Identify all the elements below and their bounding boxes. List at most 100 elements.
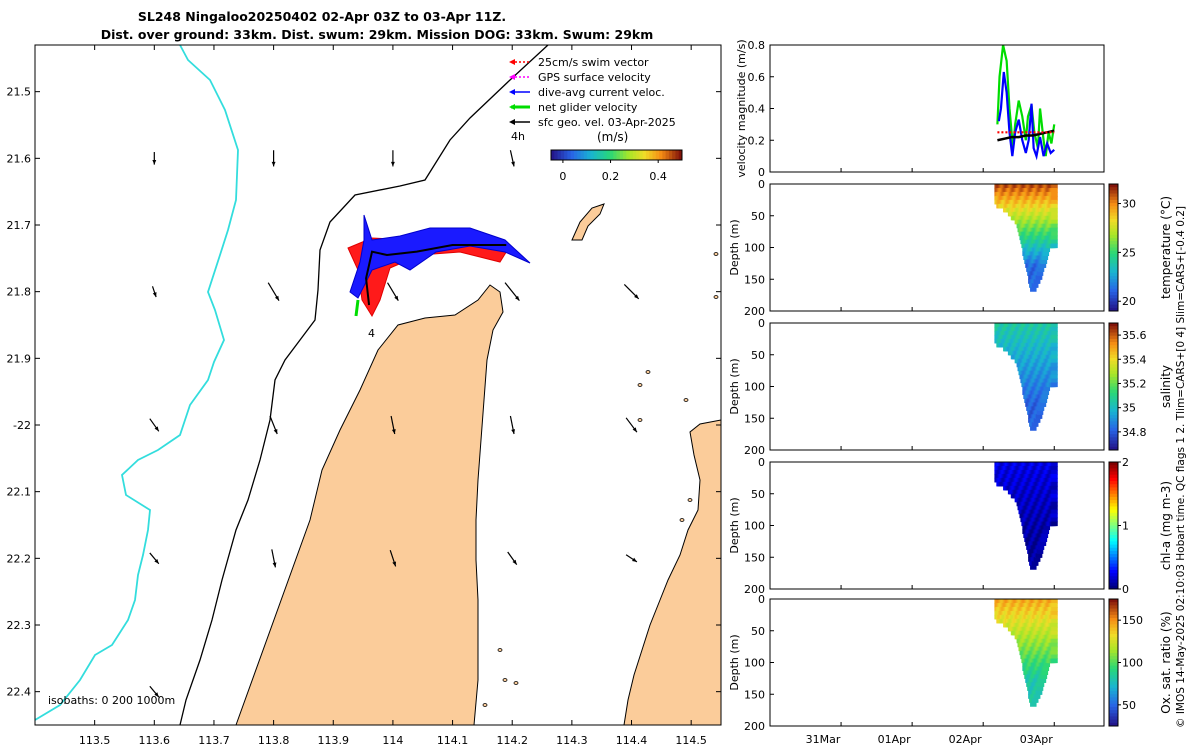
heatmap-cell (1051, 334, 1058, 340)
legend-entry: net glider velocity (509, 101, 638, 114)
geo-vector-arrow (149, 552, 160, 565)
heatmap-cell (1051, 485, 1058, 491)
heatmap-cell (1051, 231, 1058, 237)
heatmap-cell (1039, 263, 1047, 268)
colorbar-segment (580, 150, 585, 160)
colorbar-segment (606, 150, 611, 160)
geo-vector-arrow (509, 415, 516, 435)
panel-y-tick-label: 0 (758, 166, 765, 179)
colorbar-segment (678, 150, 683, 160)
map-land (235, 203, 722, 726)
heatmap-cell (1051, 650, 1058, 656)
heatmap-cell (1051, 366, 1058, 372)
map-x-tick-label: 114.3 (556, 734, 588, 747)
panel-3: 35.6 35.4 35.2 35 34.8 salinity 0 50 100 150 200 De… (728, 317, 1173, 457)
heatmap-cell (1051, 191, 1058, 197)
map-colorbar: 0 0.2 0.4 (550, 149, 683, 183)
panel-colorbar-segment (1109, 329, 1118, 334)
heatmap-cell (1051, 618, 1058, 624)
time-axis-label: 03Apr (1020, 733, 1054, 746)
panel-colorbar-segment (1109, 519, 1118, 523)
heatmap-cell (1041, 533, 1049, 539)
panel-colorbar-segment (1109, 241, 1118, 245)
panel-colorbar-segment (1109, 288, 1118, 293)
legend-entry: 25cm/s swim vector (509, 56, 649, 69)
colorbar-segment (603, 150, 608, 160)
heatmap-cell (1051, 382, 1058, 388)
panel-colorbar-segment (1109, 396, 1118, 400)
legend-arrowhead (509, 74, 515, 80)
geo-velocity-vectors (149, 150, 640, 698)
panel-colorbar-segment (1109, 684, 1118, 689)
colorbar-segment (629, 150, 634, 160)
panel-colorbar-segment (1109, 187, 1118, 191)
colorbar-segment (662, 150, 667, 160)
land-islet (679, 518, 685, 522)
panel-colorbar-segment (1109, 364, 1118, 368)
panel-colorbar-segment (1109, 222, 1118, 226)
geo-vector-arrow (271, 150, 276, 167)
glider-track (347, 214, 531, 318)
heatmap-cell (1051, 646, 1058, 652)
panel-background (770, 45, 1104, 172)
panel-colorbar-segment (1109, 212, 1118, 217)
panel-colorbar-segment (1109, 215, 1118, 220)
colorbar-segment (619, 150, 624, 160)
land-islet (683, 398, 689, 402)
heatmap-cell (1051, 462, 1058, 467)
legend-label: GPS surface velocity (538, 71, 651, 84)
colorbar-label: (m/s) (597, 130, 628, 144)
panel-colorbar-label: temperature (°C) (1159, 196, 1173, 299)
panel-y-tick-label: 0 (758, 593, 765, 606)
panel-y-tick-label: 0.8 (748, 39, 766, 52)
heatmap-cell (1031, 283, 1039, 288)
heatmap-cell (1033, 279, 1041, 284)
panel-y-tick-label: 150 (744, 412, 765, 425)
heatmap-cell (1051, 203, 1058, 209)
geo-vector-arrow (386, 282, 399, 301)
panel-colorbar-segment (1109, 199, 1118, 204)
panel-colorbar-segment (1109, 500, 1118, 504)
panel-colorbar-segment (1109, 298, 1118, 302)
heatmap-cell (1051, 358, 1058, 364)
map-y-tick-label: -22 (13, 419, 31, 432)
geo-vector-arrow (269, 415, 278, 435)
panel-y-tick-label: 50 (751, 349, 765, 362)
panel-colorbar-tick-label: 2 (1122, 456, 1129, 469)
heatmap-cell (1030, 702, 1037, 707)
panel-colorbar-segment (1109, 614, 1118, 619)
colorbar-segment (567, 150, 572, 160)
heatmap-cell (1051, 215, 1058, 221)
colorbar-segment (616, 150, 621, 160)
panel-colorbar-segment (1109, 279, 1118, 283)
heatmap-cell (1051, 642, 1058, 648)
land-islet (513, 681, 519, 685)
panel-colorbar-segment (1109, 582, 1118, 587)
panel-colorbar-segment (1109, 351, 1118, 356)
panel-colorbar-segment (1109, 710, 1118, 714)
geo-vector-arrow (152, 152, 157, 165)
panel-colorbar-segment (1109, 203, 1118, 207)
heatmap-cell (1030, 565, 1037, 570)
panel-colorbar-segment (1109, 541, 1118, 546)
panel-colorbar-frame (1108, 322, 1119, 451)
panel-colorbar-tick-label: 0 (1122, 583, 1129, 596)
panel-colorbar-segment (1109, 418, 1118, 422)
panel-y-tick-label: 100 (744, 657, 765, 670)
panel-colorbar-segment (1109, 557, 1118, 561)
panel-colorbar-segment (1109, 490, 1118, 495)
panel-colorbar-segment (1109, 579, 1118, 584)
land-islet (497, 648, 503, 652)
panel-colorbar-segment (1109, 643, 1118, 648)
panel-y-tick-label: 0.4 (748, 103, 766, 116)
heatmap-cell (1051, 223, 1058, 229)
isobath-label: isobaths: 0 200 1000m (48, 694, 175, 707)
map-x-tick-label: 113.7 (198, 734, 230, 747)
panel-colorbar-segment (1109, 427, 1118, 432)
heatmap-cell (1051, 346, 1058, 352)
panel-colorbar-segment (1109, 640, 1118, 644)
land-islet (502, 678, 508, 682)
panel-colorbar-segment (1109, 602, 1118, 606)
heatmap-cell (1051, 599, 1058, 604)
heatmap-cell (1051, 606, 1058, 612)
